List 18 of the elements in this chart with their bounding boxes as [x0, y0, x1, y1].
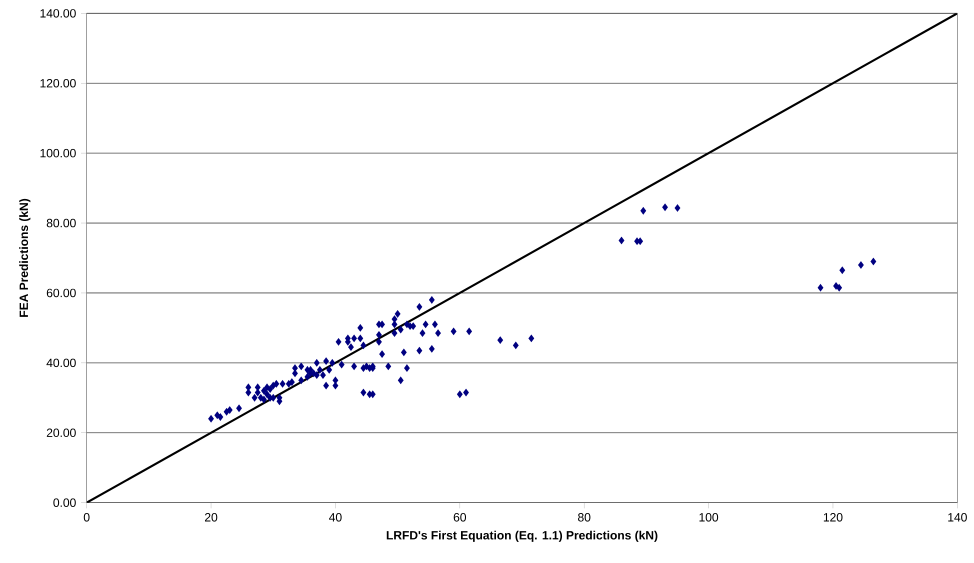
y-tick-label: 60.00	[46, 288, 76, 298]
x-tick-label: 60	[454, 513, 466, 522]
x-tick-label: 140	[948, 513, 967, 522]
x-axis-title: LRFD's First Equation (Eq. 1.1) Predictions (kN)	[386, 530, 658, 542]
x-tick-label: 40	[329, 513, 342, 522]
y-tick-label: 0.00	[53, 498, 76, 508]
x-tick-label: 20	[204, 513, 218, 522]
y-tick-label: 100.00	[40, 149, 76, 158]
x-tick-label: 80	[578, 513, 590, 522]
x-tick-label: 120	[824, 513, 842, 522]
y-tick-label: 120.00	[40, 79, 76, 88]
x-tick-label: 0	[84, 513, 90, 522]
y-tick-label: 40.00	[46, 358, 76, 368]
x-tick-label: 100	[699, 513, 718, 522]
y-tick-label: 80.00	[46, 218, 76, 228]
y-tick-label: 140.00	[40, 9, 76, 18]
y-axis-title: FEA Predictions (kN)	[19, 199, 30, 318]
y-tick-label: 20.00	[46, 428, 76, 438]
